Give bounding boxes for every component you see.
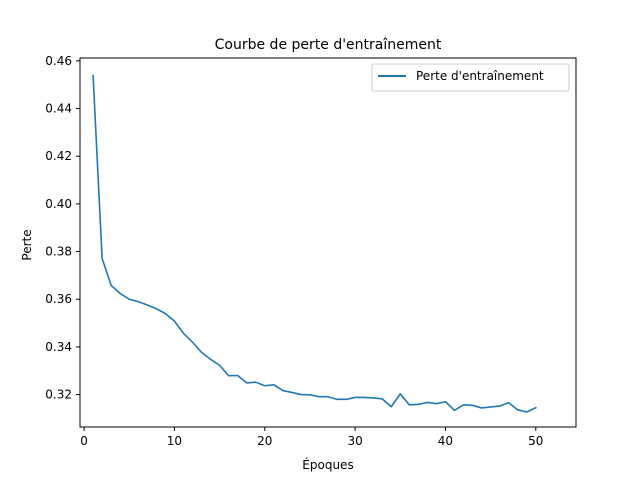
y-tick-label: 0.34 [45,340,72,354]
y-tick-label: 0.40 [45,197,72,211]
y-axis: 0.32 0.34 0.36 0.38 0.40 0.42 0.44 0.46 [45,54,80,402]
legend-label: Perte d'entraînement [416,69,544,83]
y-tick-label: 0.46 [45,54,72,68]
y-tick-label: 0.38 [45,245,72,259]
y-tick-label: 0.32 [45,388,72,402]
y-tick-label: 0.42 [45,149,72,163]
y-tick-label: 0.44 [45,102,72,116]
series-layer [92,74,537,413]
y-axis-title: Perte [20,229,34,260]
x-tick-label: 0 [80,434,88,448]
x-tick-label: 30 [347,434,362,448]
chart-title: Courbe de perte d'entraînement [215,37,442,53]
y-tick-label: 0.36 [45,292,72,306]
series-line [92,74,537,413]
legend-box [371,63,570,92]
x-tick-label: 40 [438,434,453,448]
x-tick-label: 50 [528,434,543,448]
x-axis: 0 10 20 30 40 50 [80,427,543,448]
x-tick-label: 20 [257,434,272,448]
x-tick-label: 10 [167,434,182,448]
x-axis-title: Époques [302,457,353,472]
plot-frame [79,57,577,428]
legend: Perte d'entraînement [371,63,570,92]
plot-area [79,57,577,428]
